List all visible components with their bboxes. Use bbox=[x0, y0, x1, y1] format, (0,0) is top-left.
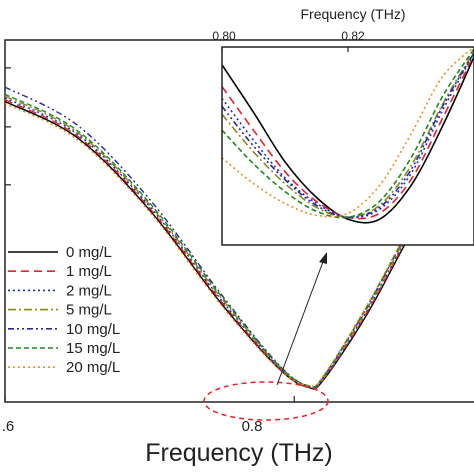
inset-x-tick-label: 0.82 bbox=[341, 29, 365, 43]
inset-arrow-line bbox=[276, 258, 325, 386]
series-line bbox=[4, 102, 440, 387]
legend-entry: 15 mg/L bbox=[66, 340, 120, 357]
legend: 0 mg/L 1 mg/L 2 mg/L 5 mg/L 10 mg/L 15 mg/L 20… bbox=[8, 244, 120, 376]
minimum-highlight-ellipse bbox=[203, 381, 329, 421]
inset-axis-ticks bbox=[221, 47, 349, 52]
inset-series-line bbox=[221, 48, 474, 219]
x-tick-label: 0.8 bbox=[242, 418, 263, 435]
inset-series-group bbox=[221, 46, 474, 224]
inset-arrow-head bbox=[319, 252, 327, 264]
legend-entry: 1 mg/L bbox=[66, 263, 112, 280]
x-tick-label: .6 bbox=[2, 418, 15, 435]
legend-entry: 2 mg/L bbox=[66, 282, 112, 299]
inset-series-line bbox=[221, 52, 474, 219]
legend-entry: 5 mg/L bbox=[66, 302, 112, 319]
main-axis-ticks bbox=[4, 67, 295, 402]
series-line bbox=[4, 95, 440, 389]
legend-entry: 0 mg/L bbox=[66, 244, 112, 261]
series-line bbox=[4, 86, 440, 389]
inset-series-line bbox=[221, 56, 474, 224]
series-line bbox=[4, 97, 440, 390]
legend-entry: 20 mg/L bbox=[66, 359, 120, 376]
inset-plot-background bbox=[222, 47, 474, 245]
main-plot-frame bbox=[4, 39, 474, 403]
legend-entry: 10 mg/L bbox=[66, 321, 120, 338]
inset-x-axis-label: Frequency (THz) bbox=[300, 6, 405, 22]
x-axis-label: Frequency (THz) bbox=[145, 439, 333, 467]
inset-series-line bbox=[221, 46, 474, 218]
inset-x-tick-label: 0.80 bbox=[212, 29, 236, 43]
